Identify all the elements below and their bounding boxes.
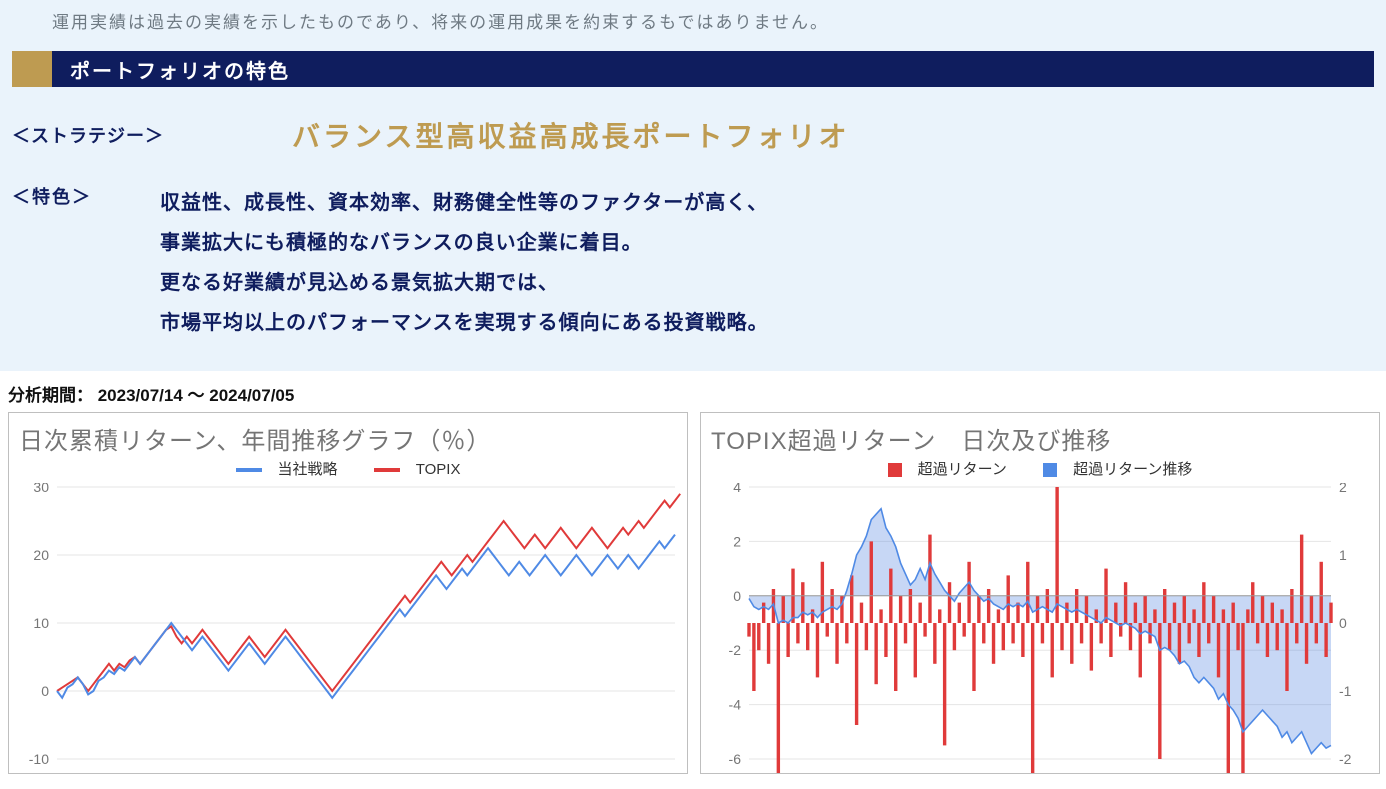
analysis-period: 分析期間： 2023/07/14 ～ 2024/07/05 xyxy=(0,371,1386,412)
section-title: ポートフォリオの特色 xyxy=(52,51,1374,87)
chart1-legend: 当社戦略 TOPIX xyxy=(9,458,687,483)
svg-text:20: 20 xyxy=(33,547,49,563)
features-block: ＜特色＞ 収益性、成長性、資本効率、財務健全性等のファクターが高く、事業拡大にも… xyxy=(12,183,1374,343)
svg-text:1: 1 xyxy=(1339,547,1347,563)
svg-text:-10: -10 xyxy=(29,751,49,767)
chart1-legend-topix: TOPIX xyxy=(416,461,461,478)
chart2-svg: -6 -4 -2 0 2 4 -2 -1 0 1 2 xyxy=(701,483,1379,773)
disclaimer-text: 運用実績は過去の実績を示したものであり、将来の運用成果を約束するもではありません… xyxy=(12,0,1374,51)
features-body: 収益性、成長性、資本効率、財務健全性等のファクターが高く、事業拡大にも積極的なバ… xyxy=(160,183,769,343)
strategy-label: ＜ストラテジー＞ xyxy=(12,122,292,148)
chart2-legend: 超過リターン 超過リターン推移 xyxy=(701,458,1379,483)
svg-text:2: 2 xyxy=(733,533,741,549)
svg-text:0: 0 xyxy=(41,683,49,699)
svg-text:-6: -6 xyxy=(729,751,742,767)
svg-text:-2: -2 xyxy=(1339,751,1352,767)
section-accent xyxy=(12,51,52,87)
chart1-svg: -10 0 10 20 30 xyxy=(9,483,687,773)
cumulative-return-chart: 日次累積リターン、年間推移グラフ（％） 当社戦略 TOPIX -10 0 10 20 3… xyxy=(8,412,688,774)
svg-text:-2: -2 xyxy=(729,642,742,658)
svg-text:0: 0 xyxy=(733,588,741,604)
strategy-row: ＜ストラテジー＞ バランス型高収益高成長ポートフォリオ xyxy=(12,115,1374,155)
section-header: ポートフォリオの特色 xyxy=(12,51,1374,87)
strategy-title: バランス型高収益高成長ポートフォリオ xyxy=(292,115,849,155)
svg-text:30: 30 xyxy=(33,483,49,495)
chart2-title: TOPIX超過リターン 日次及び推移 xyxy=(701,413,1379,458)
svg-text:0: 0 xyxy=(1339,615,1347,631)
svg-text:10: 10 xyxy=(33,615,49,631)
svg-text:2: 2 xyxy=(1339,483,1347,495)
svg-text:-4: -4 xyxy=(729,697,742,713)
excess-return-chart: TOPIX超過リターン 日次及び推移 超過リターン 超過リターン推移 -6-4-… xyxy=(700,412,1380,774)
chart1-title: 日次累積リターン、年間推移グラフ（％） xyxy=(9,413,687,458)
svg-text:4: 4 xyxy=(733,483,741,495)
svg-text:-1: -1 xyxy=(1339,683,1352,699)
features-label: ＜特色＞ xyxy=(12,183,160,343)
chart2-legend-line: 超過リターン推移 xyxy=(1073,461,1192,478)
chart1-legend-strategy: 当社戦略 xyxy=(278,461,338,478)
chart2-legend-bar: 超過リターン xyxy=(918,461,1007,478)
